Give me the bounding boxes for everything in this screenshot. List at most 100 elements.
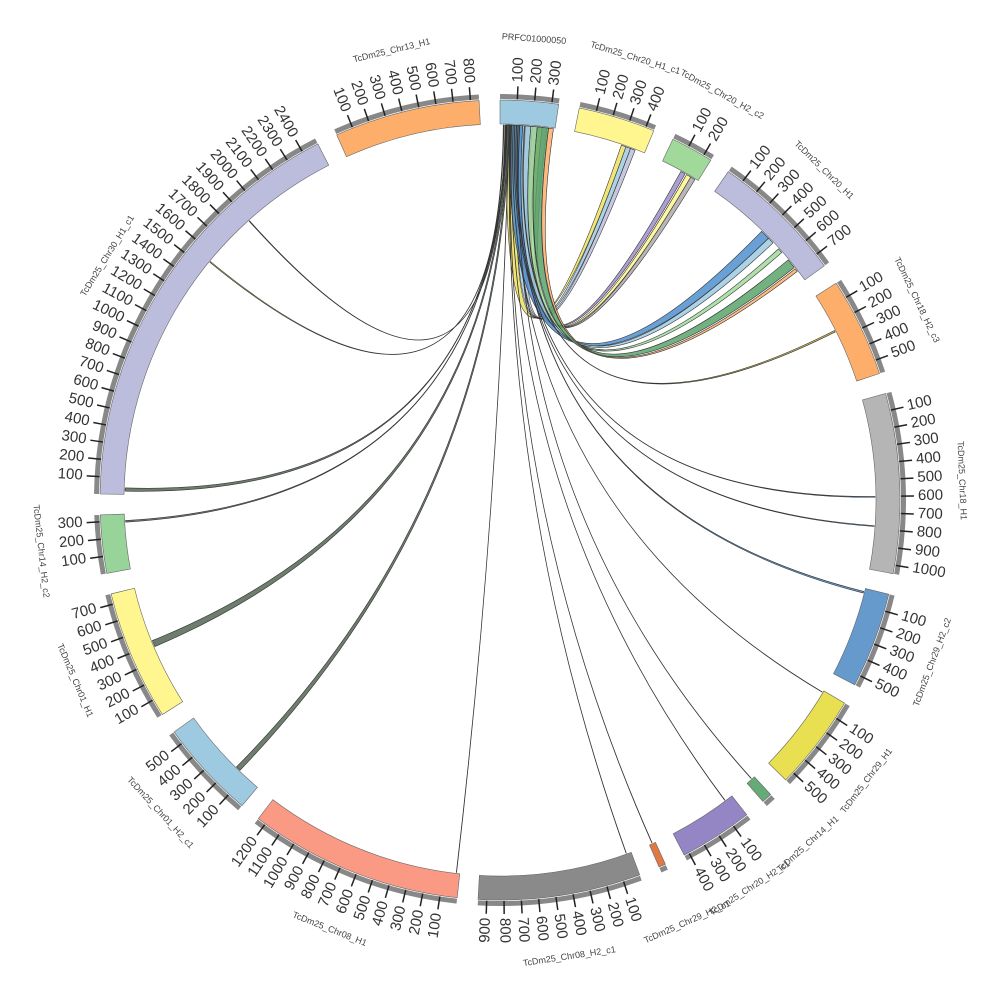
- tick-mark: [873, 643, 887, 650]
- tick-label: 300: [57, 514, 83, 532]
- tick-mark: [264, 158, 274, 171]
- link: [512, 124, 823, 693]
- tick-mark: [90, 555, 104, 560]
- tick-label: 700: [514, 917, 532, 943]
- segment-name: TcDm25_Chr08_H2_c1: [522, 944, 616, 968]
- segment: [714, 171, 825, 281]
- tick-mark: [415, 94, 420, 108]
- tick-mark: [117, 652, 130, 660]
- tick-mark: [86, 475, 100, 478]
- segment: [862, 393, 901, 575]
- tick-label: 200: [527, 58, 546, 84]
- tick-mark: [793, 772, 804, 783]
- tick-mark: [173, 244, 185, 254]
- tick-label: 600: [532, 915, 551, 942]
- tick-mark: [134, 303, 147, 312]
- tick-mark: [87, 538, 101, 542]
- tick-label: 300: [387, 904, 409, 932]
- segment-name: TcDm25_Chr20_H2_c2: [679, 67, 766, 121]
- tick-label: 300: [913, 429, 940, 449]
- tick-label: 500: [917, 468, 943, 486]
- scale-band: [94, 514, 106, 575]
- link: [124, 124, 507, 492]
- tick-mark: [363, 108, 370, 122]
- tick-mark: [271, 834, 280, 846]
- tick-mark: [688, 134, 696, 147]
- tick-mark: [196, 216, 208, 227]
- tick-mark: [90, 439, 104, 443]
- link: [527, 125, 783, 352]
- segment-name: TcDm25_Chr18_H1: [956, 441, 969, 520]
- tick-mark: [162, 258, 175, 268]
- scale-band: [500, 94, 560, 104]
- tick-label: 400: [915, 448, 942, 467]
- scale-band: [855, 594, 895, 688]
- tick-mark: [140, 699, 153, 708]
- tick-mark: [861, 321, 875, 329]
- tick-mark: [875, 354, 889, 361]
- tick-mark: [152, 273, 165, 282]
- scale-band: [169, 732, 242, 811]
- segment: [649, 841, 666, 868]
- segment: [257, 799, 461, 899]
- tick-mark: [384, 885, 390, 899]
- tick-mark: [645, 114, 652, 127]
- segment: [499, 99, 560, 129]
- segment: [672, 795, 748, 856]
- tick-mark: [854, 305, 867, 314]
- tick-mark: [703, 143, 712, 156]
- tick-mark: [755, 181, 766, 193]
- tick-mark: [236, 180, 246, 192]
- tick-mark: [250, 169, 260, 181]
- segment: [574, 107, 655, 154]
- tick-mark: [815, 746, 827, 756]
- link: [508, 124, 627, 854]
- scale-band: [673, 133, 715, 160]
- tick-label: 600: [71, 371, 100, 394]
- tick-mark: [742, 170, 752, 182]
- tick-mark: [899, 530, 913, 533]
- tick-label: 200: [604, 900, 627, 929]
- link: [541, 127, 798, 359]
- tick-label: 300: [545, 60, 565, 87]
- segment-name: TcDm25_Chr13_H1: [352, 36, 431, 64]
- scale-band: [334, 94, 480, 134]
- tick-mark: [295, 139, 303, 152]
- tick-mark: [898, 547, 912, 551]
- links: [124, 124, 876, 873]
- tick-label: 300: [365, 73, 388, 102]
- tick-mark: [101, 386, 115, 392]
- tick-mark: [894, 423, 908, 428]
- tick-label: 300: [586, 905, 608, 933]
- tick-label: 200: [609, 72, 632, 101]
- tick-mark: [879, 627, 893, 633]
- tick-label: 100: [509, 57, 527, 83]
- tick-label: 100: [899, 607, 928, 630]
- tick-label: 1000: [911, 559, 947, 581]
- tick-mark: [86, 521, 100, 524]
- tick-mark: [732, 825, 742, 838]
- link: [455, 124, 510, 873]
- tick-mark: [781, 205, 792, 216]
- segment: [833, 588, 890, 686]
- tick-label: 700: [77, 353, 106, 377]
- tick-mark: [804, 759, 816, 770]
- tick-mark: [88, 457, 102, 461]
- tick-label: 800: [459, 58, 478, 84]
- scale-band: [763, 795, 775, 806]
- tick-label: 100: [621, 895, 645, 924]
- tick-mark: [110, 636, 124, 643]
- tick-mark: [533, 87, 537, 101]
- tick-label: 200: [58, 446, 85, 465]
- tick-mark: [516, 86, 519, 100]
- tick-label: 600: [918, 487, 943, 504]
- tick-mark: [301, 852, 310, 865]
- tick-label: 400: [384, 68, 407, 96]
- tick-mark: [350, 874, 357, 887]
- tick-mark: [419, 893, 424, 907]
- scale-band: [105, 594, 162, 718]
- tick-mark: [279, 148, 288, 161]
- tick-label: 100: [905, 392, 933, 414]
- tick-mark: [897, 441, 911, 445]
- tick-label: 700: [917, 505, 943, 523]
